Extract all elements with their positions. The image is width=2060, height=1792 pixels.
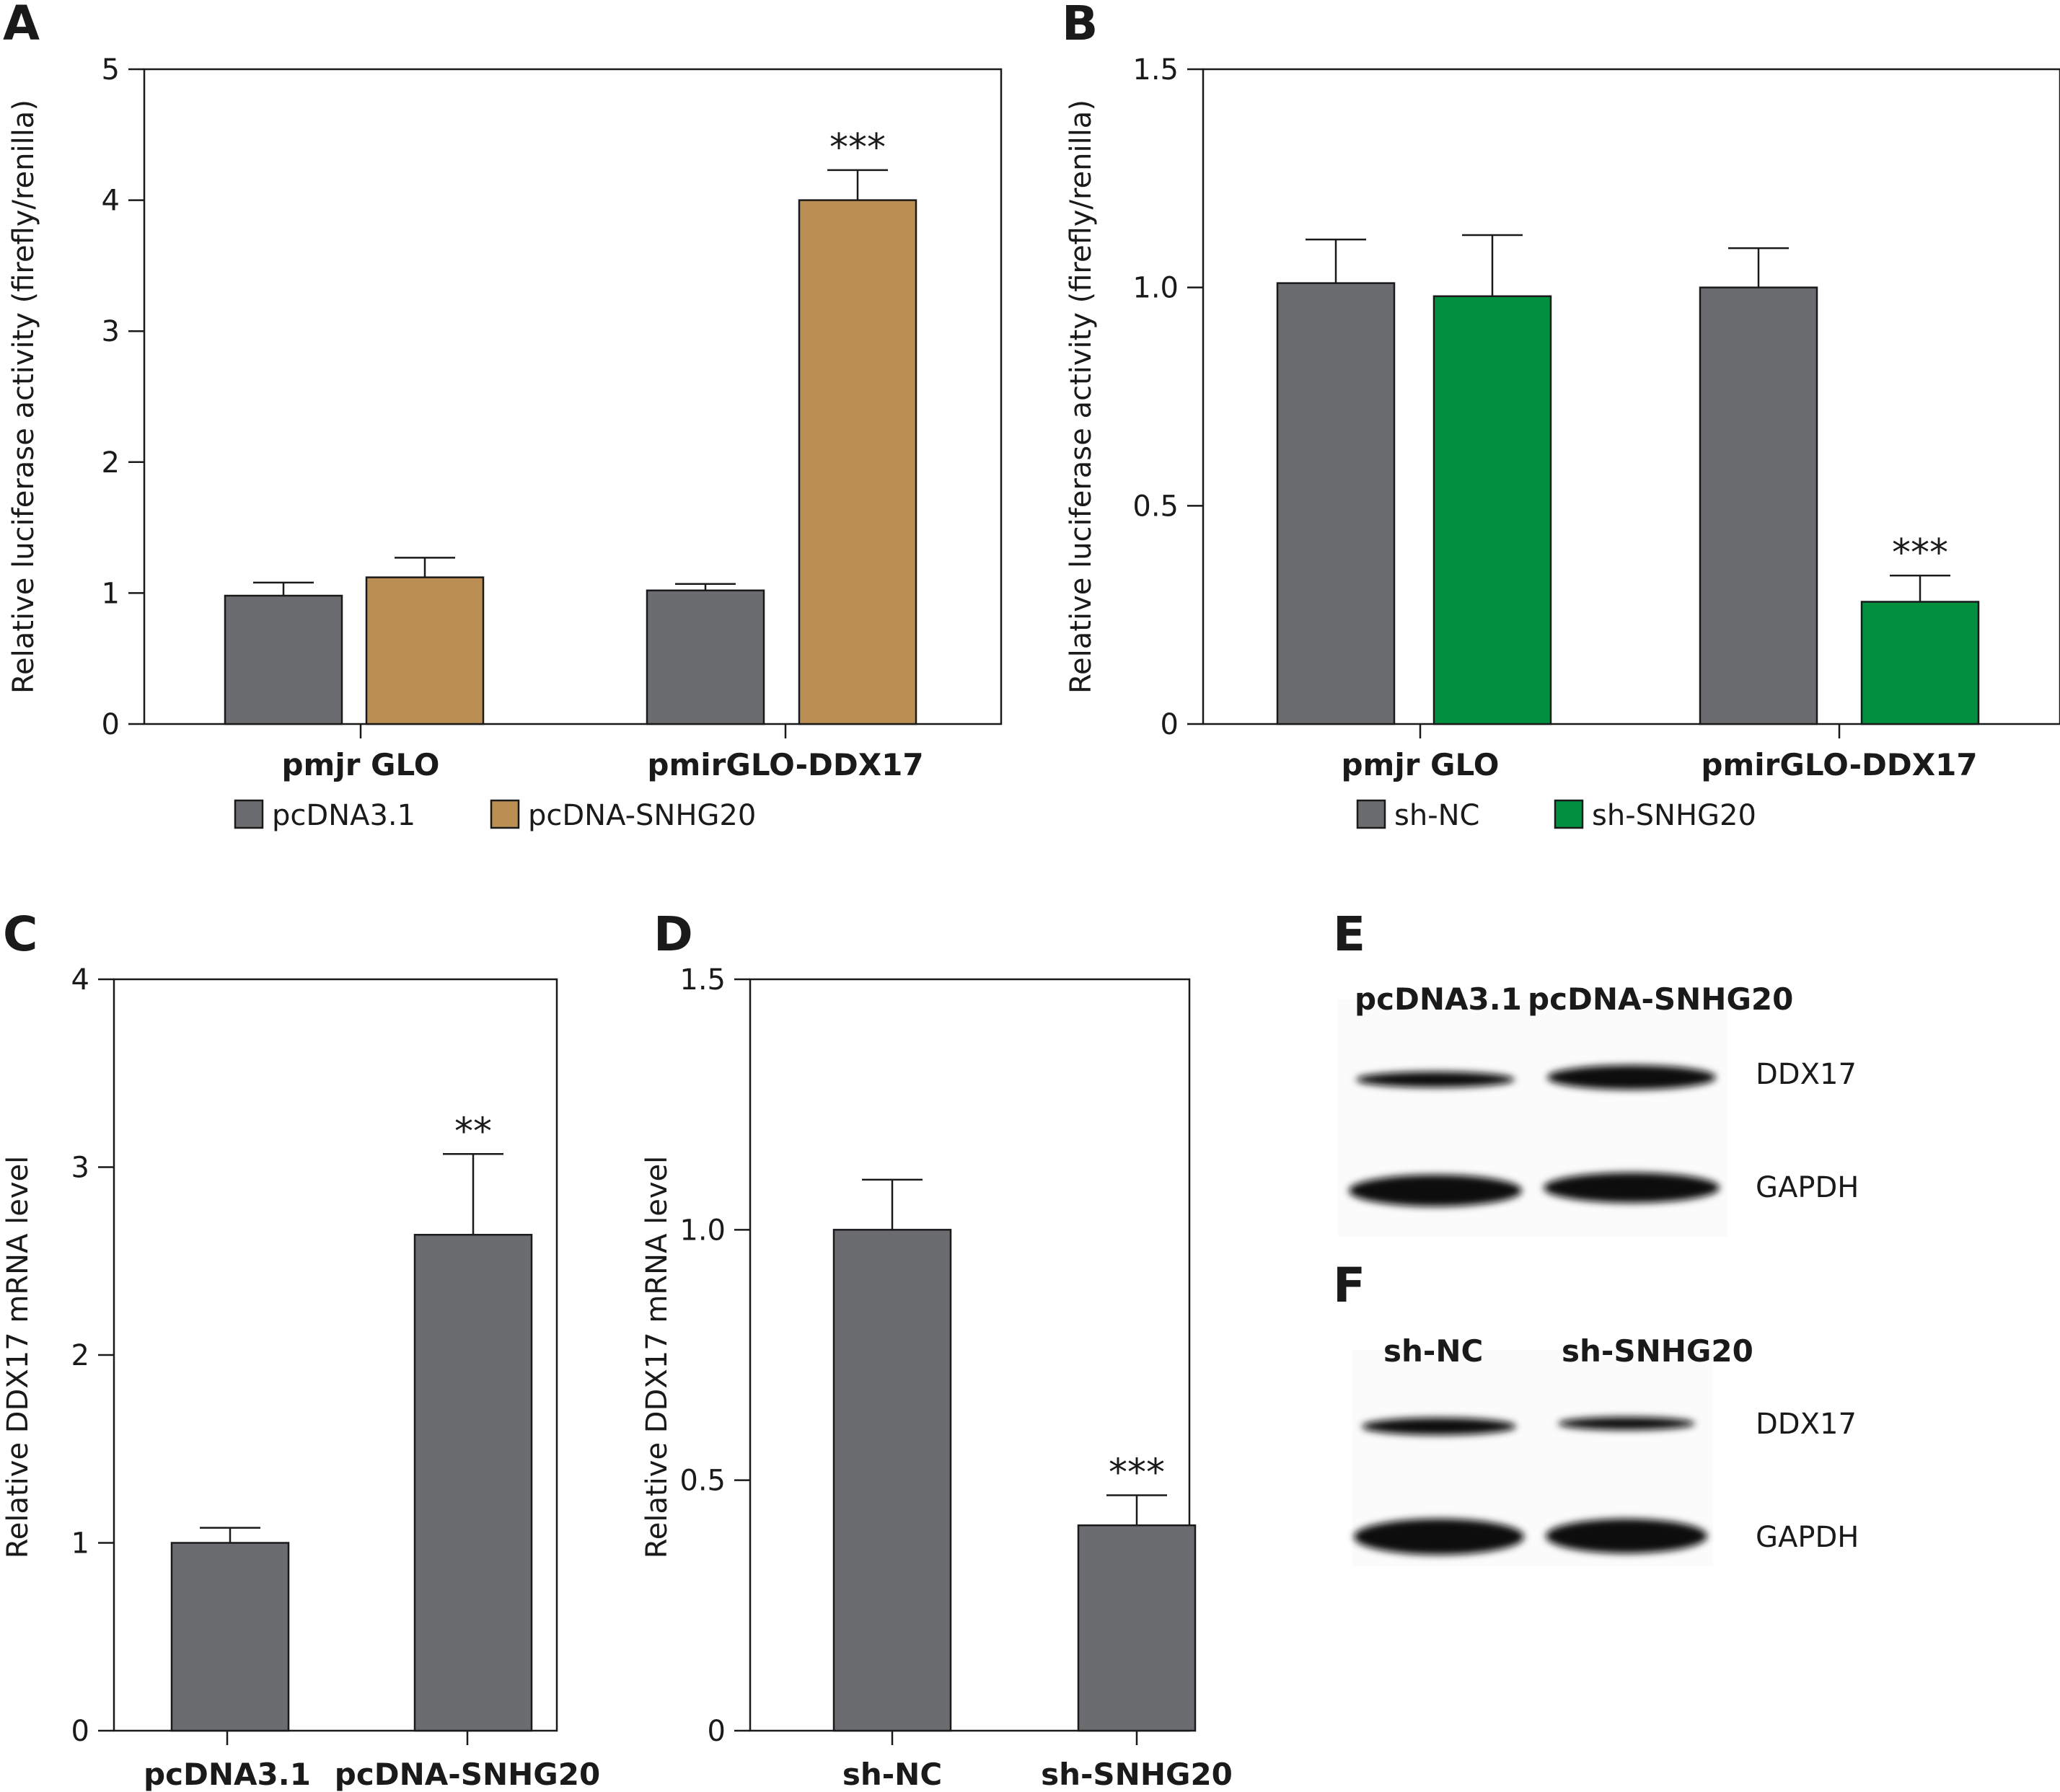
chart-b-legend-label-1: sh-SNHG20 — [1592, 799, 1756, 832]
blot-f-lane-label-2: sh-SNHG20 — [1562, 1333, 1753, 1369]
chart-a-category-label-1: pmirGLO-DDX17 — [647, 747, 923, 782]
charts: 0 1 2 3 4 5 Relative luciferase activity (fire… — [1, 53, 2060, 1792]
chart-a-bar-s0-c0 — [224, 594, 343, 725]
chart-b-bar-s1-c0 — [1432, 295, 1552, 725]
chart-c-ytick-label-2: 2 — [71, 1339, 89, 1372]
chart-b-category-label-0: pmjr GLO — [1341, 747, 1499, 782]
chart-b: 0 0.5 1.0 1.5 Relative luciferase activity (… — [1065, 53, 2060, 832]
blot-e-band-gapdh-lane-1 — [1349, 1175, 1522, 1206]
chart-a-category-label-0: pmjr GLO — [281, 747, 439, 782]
chart-b-legend-label-0: sh-NC — [1394, 799, 1479, 832]
chart-b-ytick-label-3: 1.5 — [1132, 53, 1179, 87]
chart-a-ytick-label-4: 4 — [102, 185, 120, 218]
chart-c-ytick-label-0: 0 — [71, 1715, 89, 1748]
blot-e-band-gapdh-lane-2 — [1544, 1173, 1720, 1203]
chart-a-legend-swatch-1 — [490, 799, 520, 829]
blot-f-protein-label-ddx17: DDX17 — [1756, 1408, 1857, 1441]
chart-a-bar-s1-c1 — [798, 199, 917, 725]
panel-letter-a: A — [3, 0, 40, 51]
chart-b-bar-s0-c1 — [1699, 286, 1818, 725]
panel-letter-d: D — [653, 906, 693, 962]
chart-a-ylabel: Relative luciferase activity (firefly/re… — [7, 100, 40, 694]
chart-b-category-label-1: pmirGLO-DDX17 — [1701, 747, 1977, 782]
chart-d: 0 0.5 1.0 1.5 Relative DDX17 mRNA level sh-NC… — [641, 963, 1233, 1792]
chart-d-ytick-label-3: 1.5 — [679, 963, 726, 997]
blot-f-lane-label-1: sh-NC — [1383, 1333, 1483, 1369]
blot-f: sh-NC sh-SNHG20 DDX17 GAPDH — [1352, 1333, 1859, 1566]
blot-e: pcDNA3.1 pcDNA-SNHG20 DDX17 GAPDH — [1338, 981, 1859, 1237]
chart-b-legend-swatch-0 — [1356, 799, 1386, 829]
chart-b-legend-swatch-1 — [1554, 799, 1584, 829]
chart-b-bar-s1-c1 — [1860, 601, 1980, 725]
blot-f-protein-label-gapdh: GAPDH — [1756, 1521, 1859, 1554]
chart-d-ytick-label-2: 1.0 — [679, 1214, 726, 1247]
blot-e-band-ddx17-lane-1 — [1356, 1072, 1515, 1087]
panel-letter-e: E — [1333, 906, 1365, 962]
chart-c-ytick-label-3: 3 — [71, 1152, 89, 1185]
blot-f-band-ddx17-lane-1 — [1362, 1418, 1516, 1435]
chart-d-ytick-label-1: 0.5 — [679, 1465, 726, 1498]
chart-a-legend-label-0: pcDNA3.1 — [272, 799, 415, 832]
blot-f-band-gapdh-lane-2 — [1546, 1519, 1707, 1553]
chart-d-ytick-label-0: 0 — [708, 1715, 726, 1748]
chart-c-category-label-1: pcDNA-SNHG20 — [335, 1757, 600, 1792]
chart-d-significance-0: *** — [1109, 1452, 1165, 1495]
panel-letter-c: C — [3, 906, 38, 962]
chart-a-ytick-label-1: 1 — [102, 577, 120, 610]
chart-c-bar-s0-c0 — [170, 1542, 290, 1732]
chart-d-category-label-0: sh-NC — [842, 1757, 942, 1792]
blot-e-protein-label-gapdh: GAPDH — [1756, 1171, 1859, 1204]
blot-e-protein-label-ddx17: DDX17 — [1756, 1058, 1857, 1091]
chart-a-ytick-label-3: 3 — [102, 315, 120, 348]
blot-f-band-gapdh-lane-1 — [1354, 1519, 1524, 1555]
chart-d-ylabel: Relative DDX17 mRNA level — [641, 1156, 674, 1559]
chart-c-bar-s0-c1 — [413, 1234, 533, 1732]
chart-d-bar-s0-c1 — [1077, 1524, 1197, 1732]
blot-e-lane-label-2: pcDNA-SNHG20 — [1528, 981, 1793, 1017]
chart-c-ytick-label-4: 4 — [71, 963, 89, 997]
chart-b-ytick-label-2: 1.0 — [1132, 272, 1179, 305]
chart-c-significance-0: ** — [454, 1110, 492, 1153]
blot-f-band-ddx17-lane-2 — [1558, 1417, 1695, 1430]
chart-a-frame — [143, 68, 1003, 725]
chart-a-ytick-label-0: 0 — [102, 708, 120, 741]
chart-d-bar-s0-c0 — [832, 1229, 952, 1732]
chart-a-legend-swatch-0 — [234, 799, 264, 829]
chart-a-legend-label-1: pcDNA-SNHG20 — [528, 799, 756, 832]
chart-b-ylabel: Relative luciferase activity (firefly/re… — [1065, 100, 1098, 694]
chart-a-ytick-label-5: 5 — [102, 53, 120, 87]
blot-e-lane-label-1: pcDNA3.1 — [1355, 981, 1522, 1017]
chart-a-bar-s1-c0 — [365, 576, 485, 725]
chart-b-frame — [1202, 68, 2060, 725]
chart-d-frame — [749, 978, 1191, 1732]
panel-letter-f: F — [1333, 1258, 1365, 1313]
chart-a-bar-s0-c1 — [646, 589, 765, 725]
chart-b-significance-0: *** — [1892, 531, 1948, 575]
chart-c-ytick-label-1: 1 — [71, 1527, 89, 1561]
chart-c-category-label-0: pcDNA3.1 — [144, 1757, 311, 1792]
chart-c: 0 1 2 3 4 Relative DDX17 mRNA level pcDNA3.1 pc… — [1, 963, 600, 1792]
blot-e-band-ddx17-lane-2 — [1547, 1065, 1716, 1090]
chart-d-category-label-1: sh-SNHG20 — [1041, 1757, 1233, 1792]
chart-b-ytick-label-1: 0.5 — [1132, 490, 1179, 523]
panel-letter-b: B — [1062, 0, 1098, 51]
chart-a-significance-0: *** — [829, 126, 886, 169]
chart-a-ytick-label-2: 2 — [102, 446, 120, 480]
chart-c-ylabel: Relative DDX17 mRNA level — [1, 1156, 35, 1559]
chart-b-bar-s0-c0 — [1276, 282, 1396, 725]
chart-b-ytick-label-0: 0 — [1161, 708, 1179, 741]
chart-a: 0 1 2 3 4 5 Relative luciferase activity (fire… — [7, 53, 1003, 832]
